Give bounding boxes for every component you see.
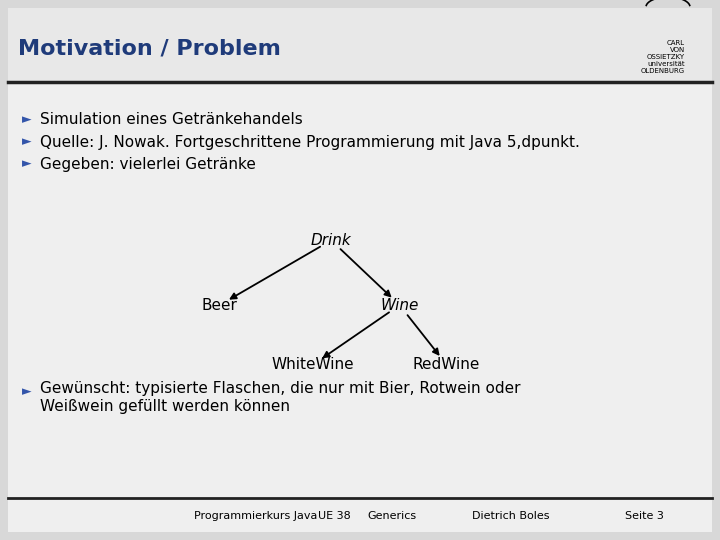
Text: ►: ► [22, 113, 32, 126]
Text: Wine: Wine [380, 298, 419, 313]
Text: Motivation / Problem: Motivation / Problem [18, 38, 281, 58]
Text: Gewünscht: typisierte Flaschen, die nur mit Bier, Rotwein oder: Gewünscht: typisierte Flaschen, die nur … [40, 381, 521, 395]
Text: Beer: Beer [202, 298, 238, 313]
Text: Drink: Drink [311, 233, 351, 248]
Text: ►: ► [22, 158, 32, 171]
Text: Generics: Generics [368, 511, 417, 521]
Text: Dietrich Boles: Dietrich Boles [472, 511, 550, 521]
Text: Weißwein gefüllt werden können: Weißwein gefüllt werden können [40, 399, 290, 414]
Text: Simulation eines Getränkehandels: Simulation eines Getränkehandels [40, 112, 302, 127]
Text: ►: ► [22, 136, 32, 148]
Text: ►: ► [22, 386, 32, 399]
Text: RedWine: RedWine [413, 357, 480, 372]
Text: Programmierkurs Java: Programmierkurs Java [194, 511, 318, 521]
FancyBboxPatch shape [8, 8, 712, 532]
Text: UE 38: UE 38 [318, 511, 351, 521]
Text: Seite 3: Seite 3 [625, 511, 664, 521]
Text: Gegeben: vielerlei Getränke: Gegeben: vielerlei Getränke [40, 157, 256, 172]
Text: CARL
VON
OSSIETZKY
universität
OLDENBURG: CARL VON OSSIETZKY universität OLDENBURG [641, 40, 685, 74]
Text: WhiteWine: WhiteWine [272, 357, 354, 372]
Text: Quelle: J. Nowak. Fortgeschrittene Programmierung mit Java 5,dpunkt.: Quelle: J. Nowak. Fortgeschrittene Progr… [40, 134, 580, 150]
FancyBboxPatch shape [8, 8, 712, 82]
